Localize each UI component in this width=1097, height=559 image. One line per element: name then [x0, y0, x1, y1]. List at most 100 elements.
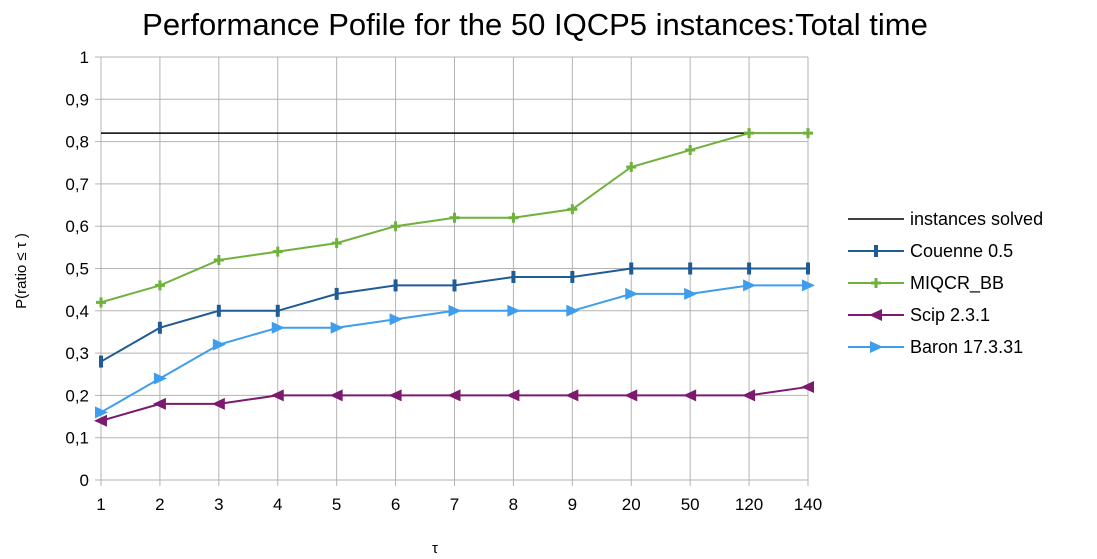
data-point: [334, 287, 339, 300]
x-tick-label: 4: [273, 495, 282, 514]
data-point: [624, 389, 638, 402]
grid-lines: [100, 56, 809, 481]
axes: [95, 56, 809, 486]
data-point: [157, 321, 162, 334]
y-tick-label: 0,2: [65, 386, 89, 405]
series-lines: [94, 128, 815, 427]
x-tick-label: 140: [794, 495, 822, 514]
x-tick-label: 1: [96, 495, 105, 514]
data-point: [272, 246, 283, 257]
y-tick-label: 0,1: [65, 429, 89, 448]
legend-label: Baron 17.3.31: [910, 337, 1023, 357]
data-point: [96, 297, 106, 308]
data-point: [211, 397, 225, 410]
data-point: [213, 255, 224, 266]
y-tick-label: 0,9: [65, 90, 89, 109]
legend-marker: [874, 245, 878, 257]
data-point: [801, 380, 814, 393]
series-2: [96, 128, 813, 308]
chart-title: Performance Pofile for the 50 IQCP5 inst…: [142, 7, 928, 42]
y-tick-label: 0,4: [65, 302, 89, 321]
data-point: [153, 372, 167, 385]
legend-label: Scip 2.3.1: [910, 305, 990, 325]
data-point: [625, 287, 639, 300]
data-point: [389, 313, 403, 326]
data-point: [803, 128, 813, 139]
x-tick-label: 6: [391, 495, 400, 514]
data-point: [212, 338, 226, 351]
y-tick-label: 0,5: [65, 260, 89, 279]
x-tick-label: 3: [214, 495, 223, 514]
data-point: [393, 279, 398, 292]
legend-item: Baron 17.3.31: [848, 337, 1023, 357]
y-axis-label: P(ratio ≤ τ ): [13, 233, 30, 309]
x-tick-label: 120: [735, 495, 763, 514]
y-tick-label: 0,6: [65, 217, 89, 236]
x-tick-label: 9: [568, 495, 577, 514]
data-point: [747, 262, 752, 275]
legend: instances solved Couenne 0.5 MIQCR_BB Scip …: [848, 209, 1043, 357]
data-point: [99, 355, 103, 368]
y-tick-label: 0,3: [65, 344, 89, 363]
data-point: [511, 270, 516, 283]
data-point: [390, 221, 401, 232]
legend-item: Scip 2.3.1: [848, 305, 990, 325]
legend-marker: [870, 341, 883, 353]
data-point: [626, 161, 637, 172]
data-point: [271, 321, 285, 334]
data-point: [388, 389, 402, 402]
legend-item: Couenne 0.5: [848, 241, 1013, 261]
data-point: [508, 212, 519, 223]
data-point: [565, 389, 579, 402]
y-tick-label: 0: [80, 471, 89, 490]
x-axis-label: τ: [432, 540, 438, 557]
data-point: [95, 406, 108, 419]
legend-marker: [871, 278, 881, 288]
legend-item: MIQCR_BB: [848, 273, 1004, 294]
data-point: [329, 389, 343, 402]
data-point: [806, 262, 810, 275]
data-point: [684, 287, 698, 300]
data-point: [629, 262, 634, 275]
legend-item: instances solved: [848, 209, 1043, 229]
legend-label: instances solved: [910, 209, 1043, 229]
x-tick-label: 2: [155, 495, 164, 514]
legend-label: Couenne 0.5: [910, 241, 1013, 261]
x-tick-label: 5: [332, 495, 341, 514]
data-point: [447, 389, 461, 402]
x-tick-label: 20: [622, 495, 641, 514]
x-tick-label: 50: [681, 495, 700, 514]
data-point: [452, 279, 457, 292]
y-tick-label: 1: [80, 48, 89, 67]
data-point: [743, 279, 757, 292]
legend-label: MIQCR_BB: [910, 273, 1004, 294]
data-point: [449, 212, 460, 223]
data-point: [685, 145, 696, 156]
data-point: [94, 414, 107, 427]
y-tick-label: 0,7: [65, 175, 89, 194]
tick-labels: 0 0,1 0,2 0,3 0,4 0,5 0,6 0,7 0,8 0,9 1 1 2 3 4 5 6 7 8 9 20…: [65, 48, 822, 514]
data-point: [567, 204, 578, 215]
x-tick-label: 8: [509, 495, 518, 514]
data-point: [742, 389, 756, 402]
series-3: [94, 380, 814, 427]
data-point: [331, 238, 342, 249]
data-point: [448, 304, 462, 317]
data-point: [270, 389, 284, 402]
data-point: [154, 280, 165, 291]
data-point: [152, 397, 166, 410]
x-tick-label: 7: [450, 495, 459, 514]
data-point: [506, 389, 520, 402]
y-tick-label: 0,8: [65, 133, 89, 152]
data-point: [507, 304, 521, 317]
data-point: [566, 304, 580, 317]
data-point: [683, 389, 697, 402]
data-point: [744, 128, 755, 139]
data-point: [802, 279, 815, 292]
data-point: [275, 304, 280, 317]
data-point: [216, 304, 221, 317]
data-point: [688, 262, 693, 275]
series-4: [95, 279, 815, 419]
data-point: [570, 270, 575, 283]
